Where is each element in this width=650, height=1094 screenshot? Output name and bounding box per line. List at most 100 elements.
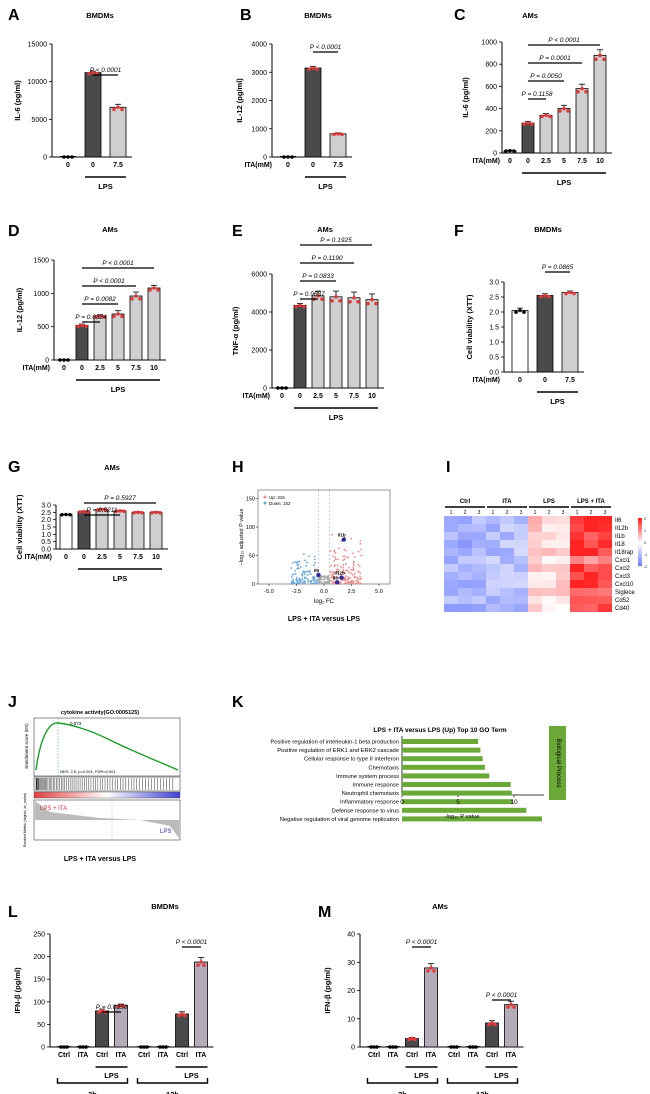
down-point [296,564,299,567]
heatmap-cell [472,524,486,532]
down-point [298,560,301,563]
p-value-label: P = 0.0001 [539,55,571,62]
ns-point [317,580,320,582]
data-point [455,1045,459,1049]
y-axis-label: IFN-β (pg/ml) [13,967,22,1014]
x-tick-label: 0 [64,554,68,561]
x-tick-label: -2.5 [292,589,301,595]
y-tick-label: 2.0 [489,310,499,317]
data-point [487,1022,491,1027]
up-point [344,563,347,565]
up-point [329,571,332,573]
bar [593,54,607,154]
up-point [350,568,353,571]
heatmap-cell [500,588,514,596]
heatmap-cell [472,588,486,596]
heatmap-cell [486,540,500,548]
x-row-label: ITA(mM) [473,377,500,384]
gene-label: Il18rap [615,550,634,556]
data-point [594,57,598,62]
x-tick-label: 5 [118,554,122,561]
up-point [346,580,349,583]
heatmap-cell [486,572,500,580]
heatmap-cell [542,580,556,588]
data-point [152,286,156,290]
up-point [347,576,350,579]
heatmap-cell [472,564,486,572]
bar [194,961,208,1048]
data-point [120,107,124,112]
up-point [333,550,336,553]
point-label: Il8 [333,575,339,580]
x-tick-label: 5 [456,799,460,806]
x-tick-label: Ctrl [486,1052,498,1059]
side-band [549,726,566,800]
heatmap-cell [542,604,556,612]
down-point [292,573,295,576]
down-point [308,571,311,574]
up-point [356,577,359,579]
scale-swatch [638,518,642,521]
heatmap-cell [542,516,556,524]
panel-letter: B [240,7,252,24]
rep-label: 2 [590,510,593,516]
data-point [471,1045,475,1049]
y-tick-label: 250 [33,932,45,939]
up-point [354,572,356,575]
scale-label: -1 [644,553,647,557]
data-point [145,1045,149,1049]
heatmap-cell [542,524,556,532]
x-tick-label: ITA [158,1052,169,1059]
y-tick-label: 2000 [251,348,267,355]
data-point [566,109,570,113]
data-point [429,966,433,970]
down-point [301,573,303,575]
es-curve [35,722,179,771]
heatmap-cell [598,580,612,588]
x-axis-label: log₂ FC [314,599,335,605]
panel-f: F BMDMs 0.0 0.5 1.0 1.5 2.0 2.5 3.0 Cell viabilit… [454,223,584,406]
heatmap-cell [542,548,556,556]
group-label: LPS + ITA [577,499,605,505]
up-point [347,578,350,580]
y-axis-label: TNF-α (pg/ml) [231,306,240,355]
data-point [104,508,108,512]
lps-label: LPS [98,182,113,191]
data-point [374,301,378,306]
x-tick-label: 0.0 [320,589,328,595]
down-point [304,581,307,584]
legend-swatch-up [263,495,267,499]
y-tick-label: 10000 [28,79,48,86]
y-tick-label: 800 [485,62,497,69]
data-point [66,358,70,362]
bar [175,1013,189,1048]
caption: LPS + ITA versus LPS [288,616,360,623]
heatmap-cell [486,588,500,596]
data-point [65,1045,69,1049]
up-point [334,564,336,567]
data-point [122,1004,126,1009]
heatmap-cell [514,588,528,596]
data-point [59,1045,63,1049]
heatmap-cell [444,580,458,588]
data-point [100,507,104,512]
data-point [366,301,370,306]
data-point [352,295,356,300]
up-point [330,580,333,582]
up-point [355,579,358,582]
heatmap-cell [444,540,458,548]
heatmap-cell [556,524,570,532]
panel-letter: E [232,223,243,240]
up-point [350,537,353,540]
gene-label: Siglece [615,590,635,596]
down-point [313,555,316,558]
up-point [356,582,359,585]
data-point [102,315,106,319]
down-point [290,582,293,585]
time-bracket [56,1078,129,1084]
scale-swatch [638,546,642,550]
x-row-label: ITA(mM) [245,162,272,169]
down-point [306,561,308,564]
scale-swatch [638,532,642,535]
